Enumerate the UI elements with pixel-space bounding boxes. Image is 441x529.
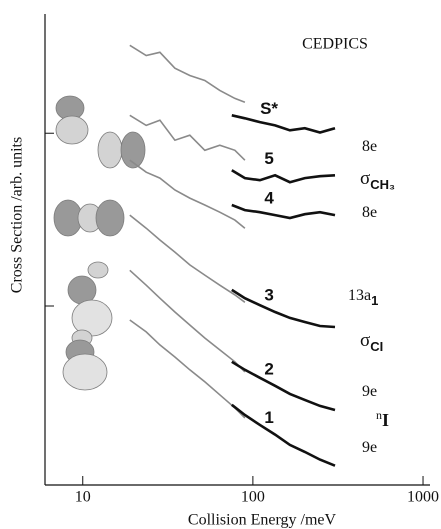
orbital-label: 9e (362, 439, 377, 456)
orbital-label-main: 8e (362, 138, 377, 155)
series-label: S* (260, 99, 278, 118)
series-label: 4 (264, 189, 274, 208)
orbital-label-main: 9e (362, 383, 377, 400)
orbital-label-sub: CH₃ (370, 177, 395, 192)
orbital-label-main: I (382, 410, 389, 430)
orbital-label: 8e (362, 204, 377, 221)
series-line (231, 403, 336, 467)
orbital-label: nI (376, 408, 389, 430)
series-label: 3 (264, 285, 273, 304)
series-line (231, 203, 336, 220)
series-line (129, 319, 246, 419)
series-line (129, 44, 246, 104)
orbital-label: 9e (362, 383, 377, 400)
series-label: 5 (264, 149, 273, 168)
series-line (231, 114, 336, 134)
series-label: 1 (264, 408, 273, 427)
series-line (129, 269, 246, 373)
orbital-label-sub: CI (370, 339, 383, 354)
x-tick-label: 100 (241, 489, 265, 506)
orbital-label-main: 8e (362, 204, 377, 221)
orbital-label: σCI (360, 330, 383, 354)
orbital-label: 13a1 (348, 287, 378, 309)
x-tick-label: 10 (75, 489, 91, 506)
series-line (231, 360, 336, 412)
orbital-label: σCH₃ (360, 168, 395, 192)
series-line (129, 114, 246, 161)
orbital-label-main: σ (360, 168, 370, 189)
series-line (129, 214, 246, 303)
orbital-label-sub: 1 (371, 293, 378, 308)
orbital-label: 8e (362, 138, 377, 155)
series-label: 2 (264, 359, 273, 378)
series-line (129, 159, 246, 229)
annotation: CEDPICS (302, 36, 368, 53)
orbitals (53, 95, 146, 391)
orbital-label-pre: n (376, 408, 382, 422)
series-line (231, 169, 336, 184)
orbital-label-main: σ (360, 330, 370, 351)
series-line (231, 288, 336, 329)
orbital-label-main: 9e (362, 439, 377, 456)
orbital-label-main: 13a (348, 287, 371, 304)
y-axis-label: Cross Section /arb. units (9, 137, 26, 293)
x-tick-label: 1000 (407, 489, 439, 506)
x-axis-label: Collision Energy /meV (188, 512, 337, 529)
